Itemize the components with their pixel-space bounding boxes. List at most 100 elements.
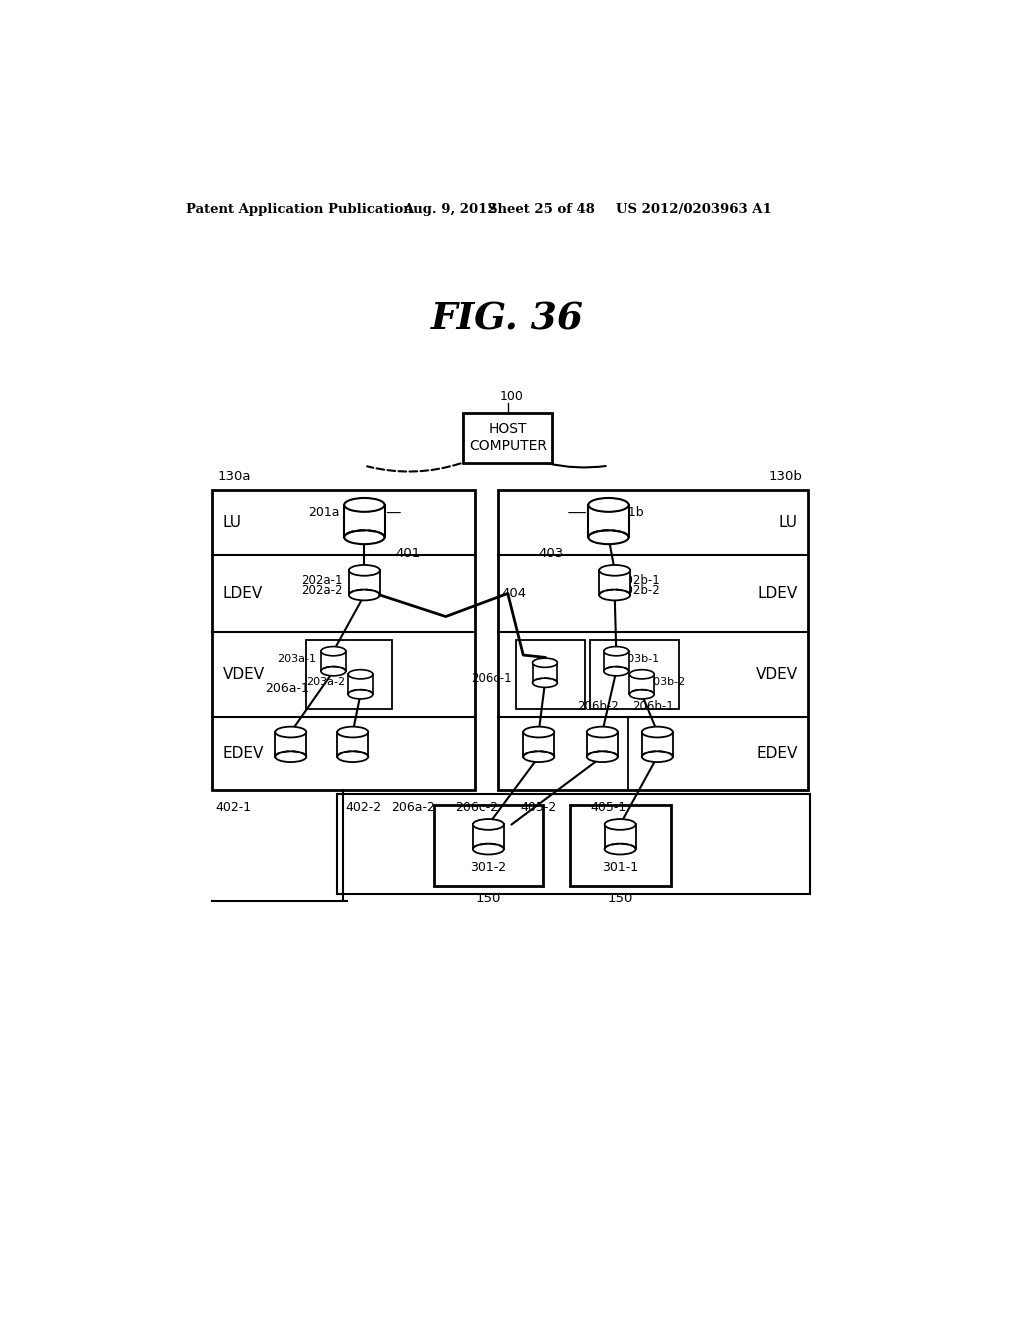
Text: 202a-2: 202a-2	[301, 585, 343, 597]
Ellipse shape	[587, 726, 617, 738]
Ellipse shape	[337, 751, 369, 762]
Text: EDEV: EDEV	[757, 746, 798, 760]
Text: 206a-1: 206a-1	[265, 682, 309, 696]
Ellipse shape	[587, 751, 617, 762]
Text: 203b-2: 203b-2	[646, 677, 685, 688]
Ellipse shape	[532, 659, 557, 668]
Text: 150: 150	[607, 892, 633, 906]
Bar	[569, 805, 671, 886]
Text: 201a: 201a	[308, 506, 340, 519]
Bar	[532, 663, 557, 682]
Text: 130b: 130b	[768, 470, 802, 483]
Text: 150: 150	[476, 892, 501, 906]
Ellipse shape	[630, 689, 654, 700]
Text: 202b-2: 202b-2	[618, 585, 660, 597]
Text: 201b: 201b	[612, 506, 644, 519]
Text: 206c-2: 206c-2	[456, 801, 499, 814]
Ellipse shape	[344, 531, 385, 544]
Ellipse shape	[349, 590, 380, 601]
Text: 130a: 130a	[218, 470, 252, 483]
Text: EDEV: EDEV	[222, 746, 264, 760]
Text: 206a-2: 206a-2	[391, 801, 435, 814]
Text: 206b-1: 206b-1	[633, 700, 675, 713]
Bar	[348, 675, 373, 694]
Ellipse shape	[348, 669, 373, 678]
Bar	[212, 490, 475, 789]
Ellipse shape	[604, 667, 629, 676]
Bar	[337, 733, 369, 756]
Bar	[523, 733, 554, 756]
Text: 405-1: 405-1	[591, 801, 627, 814]
Ellipse shape	[599, 590, 630, 601]
Bar	[321, 651, 346, 671]
Text: 402-2: 402-2	[345, 801, 381, 814]
Ellipse shape	[523, 751, 554, 762]
Bar	[499, 490, 809, 789]
Ellipse shape	[599, 565, 630, 576]
Text: 403: 403	[539, 548, 564, 560]
Ellipse shape	[473, 818, 504, 830]
Text: LDEV: LDEV	[222, 586, 263, 601]
Bar	[306, 640, 391, 709]
Bar	[275, 733, 306, 756]
Ellipse shape	[321, 647, 346, 656]
Ellipse shape	[523, 726, 554, 738]
Bar	[463, 413, 552, 462]
Text: 301-2: 301-2	[470, 861, 507, 874]
Bar	[604, 651, 629, 671]
Ellipse shape	[604, 843, 636, 854]
Bar	[590, 640, 679, 709]
Ellipse shape	[473, 843, 504, 854]
Text: LU: LU	[222, 515, 242, 529]
Text: 202a-1: 202a-1	[301, 574, 343, 587]
Text: 203a-1: 203a-1	[278, 655, 316, 664]
Bar	[642, 733, 673, 756]
Bar	[589, 504, 629, 537]
Text: 301-1: 301-1	[602, 861, 638, 874]
Bar	[515, 640, 586, 709]
Text: Patent Application Publication: Patent Application Publication	[186, 203, 413, 216]
Ellipse shape	[321, 667, 346, 676]
Text: 203b-1: 203b-1	[621, 655, 659, 664]
Text: US 2012/0203963 A1: US 2012/0203963 A1	[616, 203, 772, 216]
Ellipse shape	[349, 565, 380, 576]
Ellipse shape	[275, 751, 306, 762]
Text: 203a-2: 203a-2	[306, 677, 345, 688]
Text: 404: 404	[502, 587, 526, 601]
Bar	[604, 825, 636, 849]
Ellipse shape	[604, 647, 629, 656]
Text: 206b-2: 206b-2	[578, 700, 620, 713]
Text: 405-2: 405-2	[520, 801, 557, 814]
Text: FIG. 36: FIG. 36	[431, 301, 585, 338]
Text: LU: LU	[778, 515, 798, 529]
Text: 401: 401	[395, 548, 421, 560]
Ellipse shape	[642, 751, 673, 762]
Text: LDEV: LDEV	[758, 586, 798, 601]
Text: 206c-1: 206c-1	[471, 672, 512, 685]
Text: 100: 100	[500, 391, 523, 404]
Text: VDEV: VDEV	[756, 667, 798, 682]
Text: 402-1: 402-1	[216, 801, 252, 814]
Text: HOST
COMPUTER: HOST COMPUTER	[469, 422, 547, 453]
Bar	[434, 805, 543, 886]
Text: VDEV: VDEV	[222, 667, 264, 682]
Bar	[599, 570, 630, 595]
Ellipse shape	[642, 726, 673, 738]
Bar	[344, 504, 385, 537]
Ellipse shape	[344, 498, 385, 512]
Bar	[587, 733, 617, 756]
Ellipse shape	[589, 531, 629, 544]
Ellipse shape	[337, 726, 369, 738]
Text: 202b-1: 202b-1	[618, 574, 660, 587]
Ellipse shape	[348, 689, 373, 700]
Bar	[630, 675, 654, 694]
Bar	[349, 570, 380, 595]
Ellipse shape	[604, 818, 636, 830]
Bar	[473, 825, 504, 849]
Text: Sheet 25 of 48: Sheet 25 of 48	[488, 203, 595, 216]
Ellipse shape	[532, 678, 557, 688]
Ellipse shape	[275, 726, 306, 738]
Ellipse shape	[589, 498, 629, 512]
Ellipse shape	[630, 669, 654, 678]
Bar	[337, 793, 810, 894]
